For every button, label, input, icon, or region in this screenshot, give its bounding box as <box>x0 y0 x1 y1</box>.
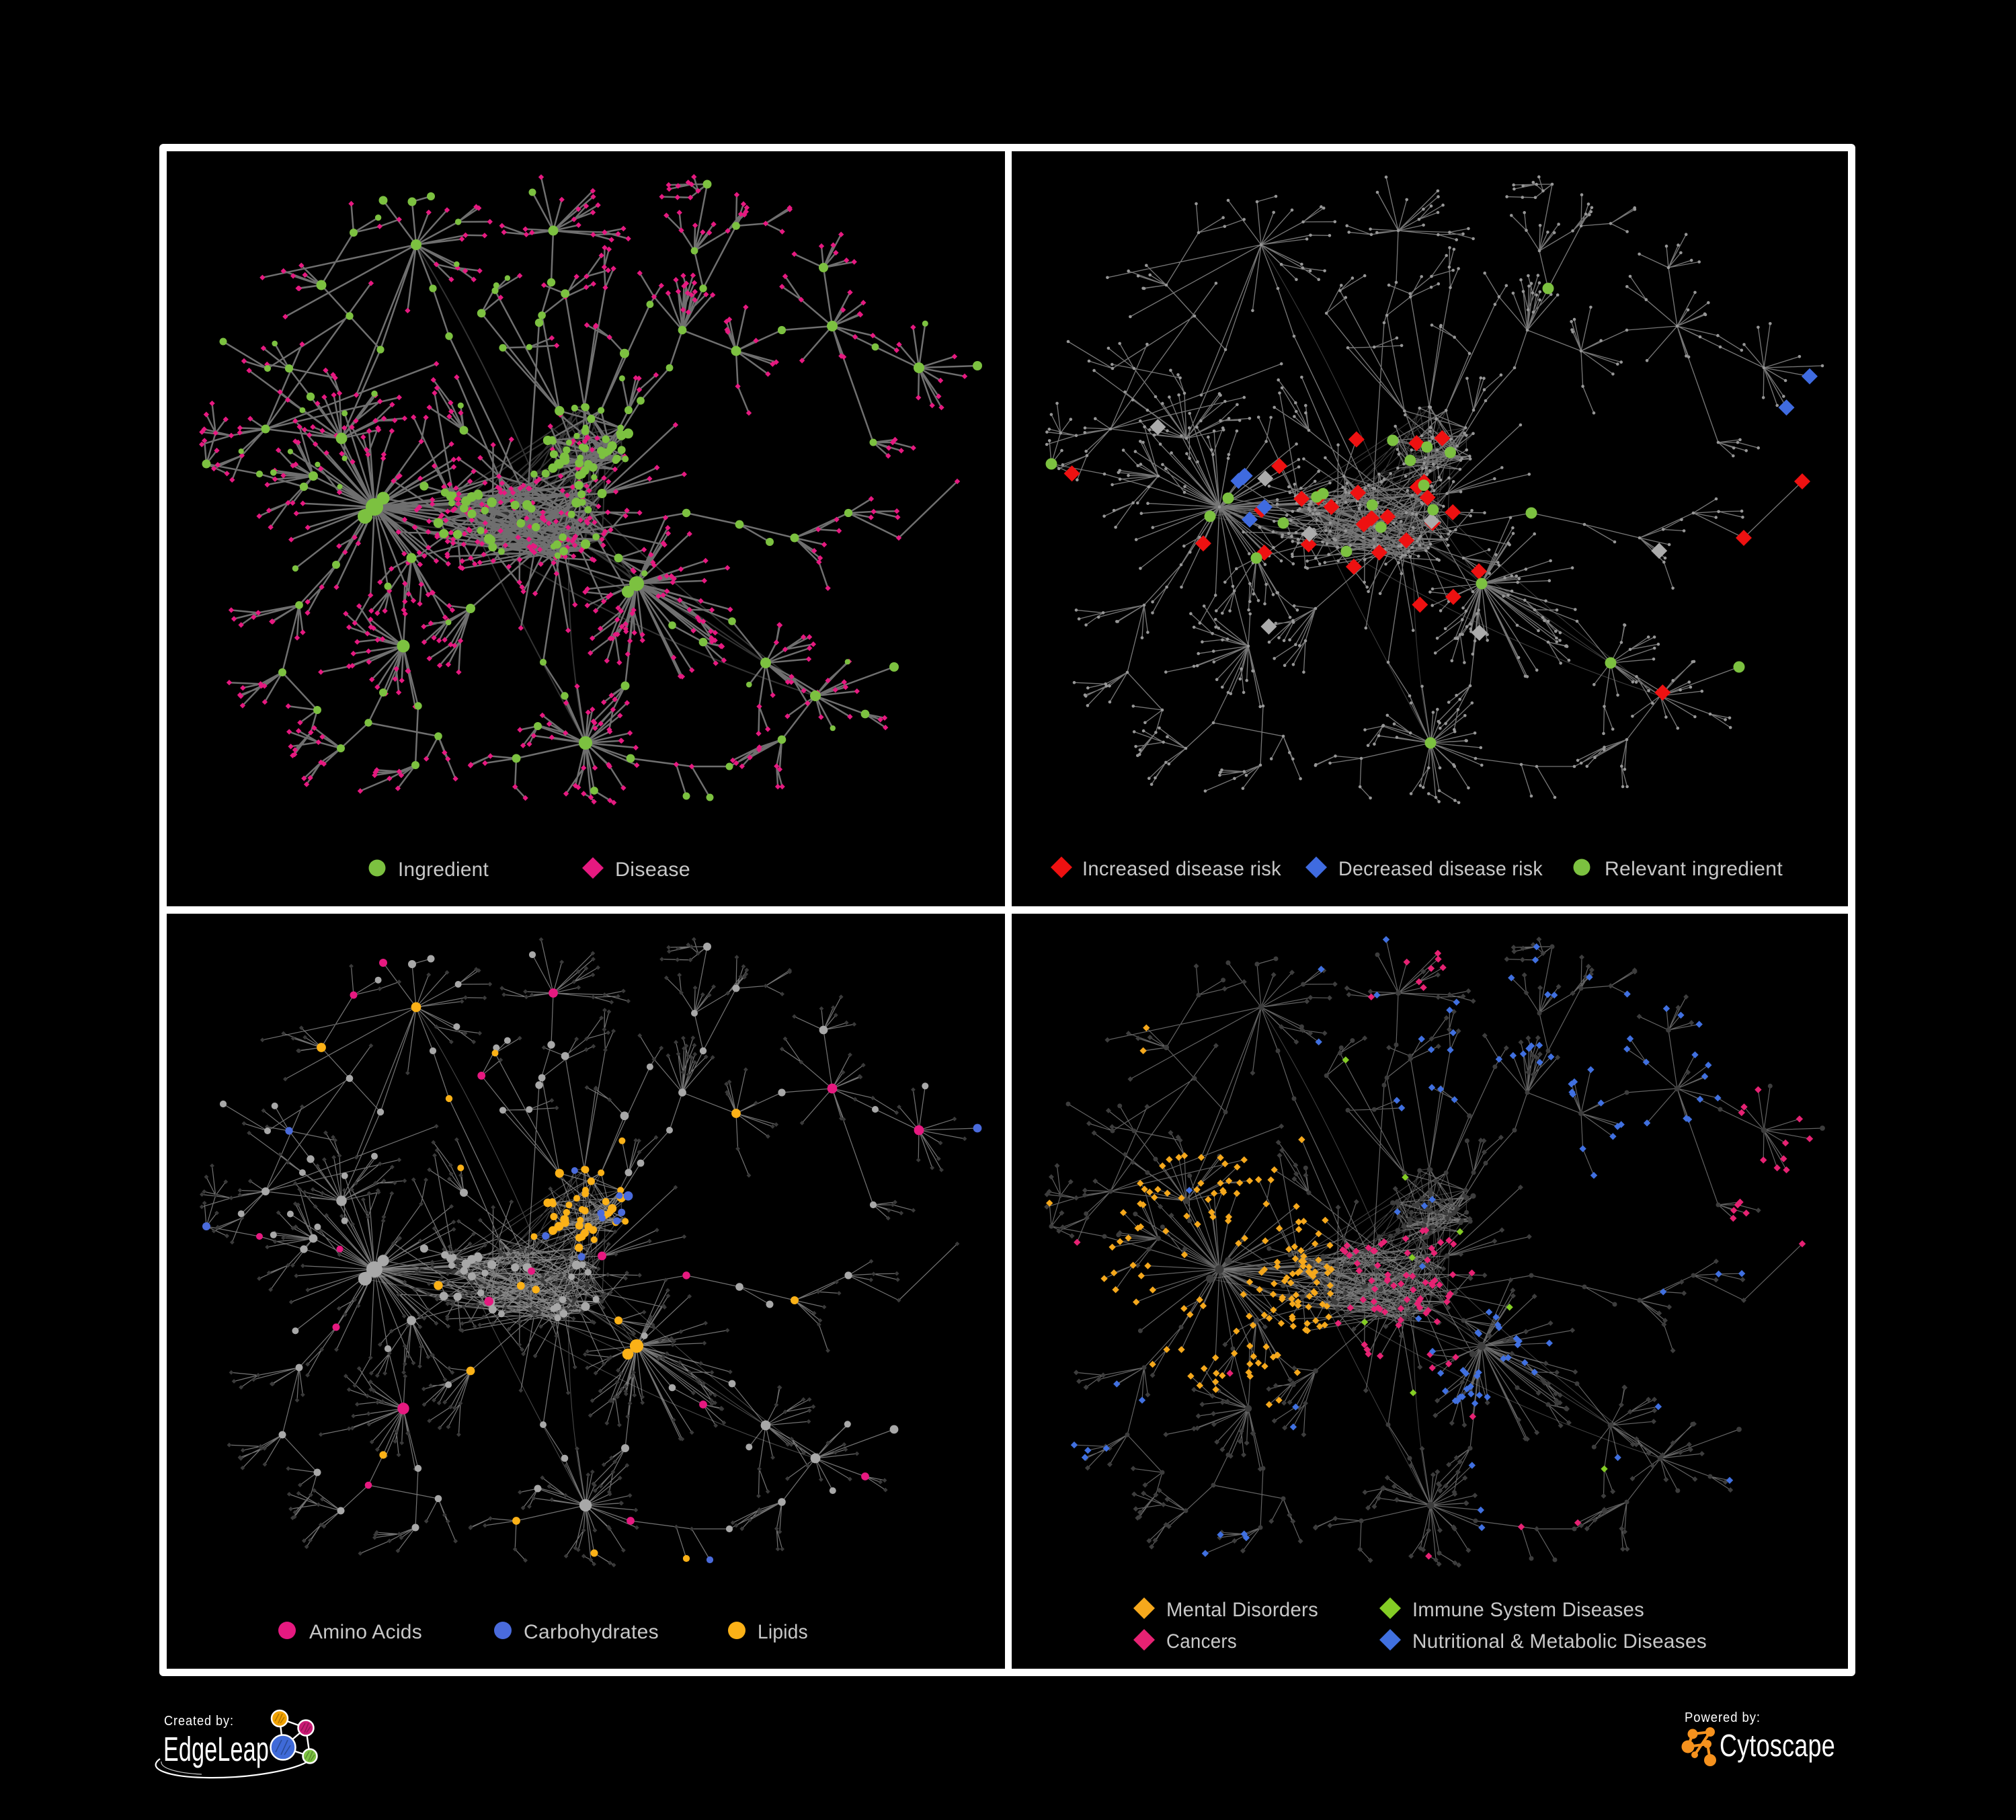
svg-text:Decreased disease risk: Decreased disease risk <box>1338 858 1543 880</box>
svg-text:Relevant ingredient: Relevant ingredient <box>1605 858 1783 880</box>
svg-text:Lipids: Lipids <box>758 1621 808 1643</box>
svg-text:Immune System Diseases: Immune System Diseases <box>1412 1599 1644 1621</box>
svg-text:EdgeLeap: EdgeLeap <box>163 1730 269 1768</box>
svg-text:Nutritional & Metabolic Diseas: Nutritional & Metabolic Diseases <box>1412 1630 1707 1653</box>
svg-text:Carbohydrates: Carbohydrates <box>524 1621 659 1643</box>
svg-text:Created by:: Created by: <box>164 1714 234 1729</box>
svg-text:Mental Disorders: Mental Disorders <box>1166 1599 1318 1621</box>
svg-text:Cytoscape: Cytoscape <box>1720 1728 1835 1763</box>
svg-text:Amino Acids: Amino Acids <box>309 1621 422 1643</box>
svg-text:Ingredient: Ingredient <box>398 859 489 881</box>
svg-text:Powered by:: Powered by: <box>1685 1710 1761 1725</box>
svg-text:Disease: Disease <box>615 859 690 881</box>
svg-text:Increased disease risk: Increased disease risk <box>1082 858 1282 880</box>
svg-text:Cancers: Cancers <box>1166 1630 1237 1653</box>
